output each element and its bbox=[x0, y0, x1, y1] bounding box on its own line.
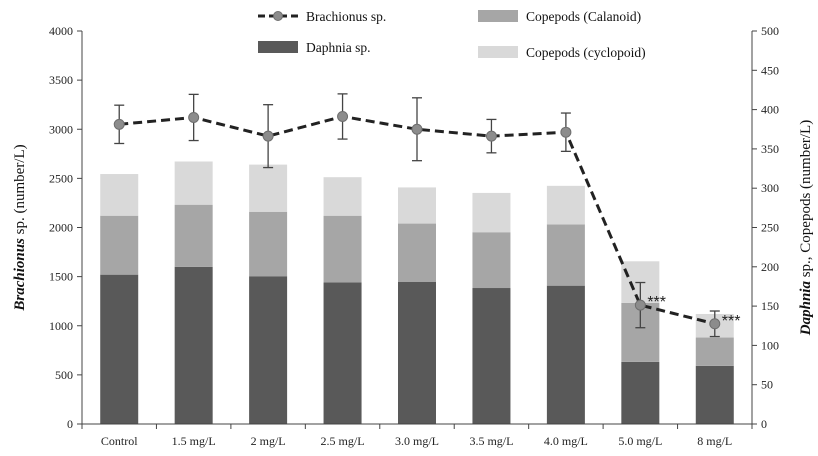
line-point bbox=[338, 111, 348, 121]
right-tick-label: 450 bbox=[761, 63, 779, 77]
right-tick-label: 100 bbox=[761, 338, 779, 352]
x-tick-label: 2.5 mg/L bbox=[321, 434, 365, 448]
left-tick-label: 500 bbox=[55, 368, 73, 382]
left-tick-label: 2000 bbox=[49, 221, 73, 235]
left-tick-label: 0 bbox=[67, 417, 73, 431]
bar-segment bbox=[249, 276, 287, 424]
bar-segment bbox=[324, 177, 362, 216]
bar-segment bbox=[547, 186, 585, 225]
right-tick-label: 400 bbox=[761, 103, 779, 117]
bar-segment bbox=[100, 216, 138, 275]
line-point bbox=[114, 119, 124, 129]
line-point bbox=[263, 131, 273, 141]
left-tick-label: 4000 bbox=[49, 24, 73, 38]
legend-label: Copepods (Calanoid) bbox=[526, 9, 641, 24]
right-tick-label: 300 bbox=[761, 181, 779, 195]
legend-label: Daphnia sp. bbox=[306, 40, 371, 55]
bar-segment bbox=[621, 362, 659, 424]
bar-segment bbox=[324, 283, 362, 424]
bar-segment bbox=[472, 193, 510, 232]
right-tick-label: 200 bbox=[761, 260, 779, 274]
legend-label: Copepods (cyclopoid) bbox=[526, 45, 646, 60]
legend-bar-swatch bbox=[258, 41, 298, 53]
line-point bbox=[412, 124, 422, 134]
left-tick-label: 3000 bbox=[49, 122, 73, 136]
bar-segment bbox=[398, 187, 436, 223]
legend: Brachionus sp. Copepods (Calanoid) Daphnia… bbox=[258, 9, 646, 60]
x-tick-label: 8 mg/L bbox=[697, 434, 732, 448]
legend-bar-swatch bbox=[478, 46, 518, 58]
legend-bar-swatch bbox=[478, 10, 518, 22]
bar-segment bbox=[472, 232, 510, 288]
right-tick-label: 0 bbox=[761, 417, 767, 431]
bar-segment bbox=[249, 165, 287, 212]
right-tick-label: 250 bbox=[761, 221, 779, 235]
bar-segment bbox=[249, 212, 287, 276]
bar-segment bbox=[547, 286, 585, 424]
line-point bbox=[189, 112, 199, 122]
left-axis-title: Brachionus sp. (number/L) bbox=[12, 144, 28, 311]
right-tick-label: 50 bbox=[761, 378, 773, 392]
line-point bbox=[486, 131, 496, 141]
bar-segment bbox=[398, 224, 436, 282]
bar-segment bbox=[547, 224, 585, 285]
x-tick-label: 3.0 mg/L bbox=[395, 434, 439, 448]
significance-label: *** bbox=[647, 294, 666, 311]
bar-segment bbox=[175, 205, 213, 267]
bar-segment bbox=[175, 161, 213, 204]
bar-segment bbox=[100, 275, 138, 424]
legend-label: Brachionus sp. bbox=[306, 9, 386, 24]
x-tick-label: 3.5 mg/L bbox=[469, 434, 513, 448]
left-tick-label: 1500 bbox=[49, 270, 73, 284]
bar-segment bbox=[472, 288, 510, 424]
x-tick-label: 5.0 mg/L bbox=[618, 434, 662, 448]
bar-segment bbox=[696, 366, 734, 424]
x-tick-label: Control bbox=[101, 434, 138, 448]
right-axis-title: Daphnia sp., Copepods (number/L) bbox=[798, 120, 814, 336]
legend-marker bbox=[274, 12, 283, 21]
bar-segment bbox=[324, 216, 362, 283]
right-tick-label: 500 bbox=[761, 24, 779, 38]
x-tick-label: 1.5 mg/L bbox=[172, 434, 216, 448]
left-tick-label: 2500 bbox=[49, 171, 73, 185]
x-tick-label: 2 mg/L bbox=[251, 434, 286, 448]
significance-label: *** bbox=[722, 313, 741, 330]
bars-layer bbox=[100, 161, 734, 424]
bar-segment bbox=[100, 174, 138, 216]
left-tick-label: 1000 bbox=[49, 319, 73, 333]
right-tick-label: 350 bbox=[761, 142, 779, 156]
line-point bbox=[635, 300, 645, 310]
x-tick-label: 4.0 mg/L bbox=[544, 434, 588, 448]
right-tick-label: 150 bbox=[761, 299, 779, 313]
bar-segment bbox=[696, 338, 734, 366]
line-point bbox=[710, 319, 720, 329]
bar-segment bbox=[398, 282, 436, 424]
line-point bbox=[561, 127, 571, 137]
bar-segment bbox=[175, 267, 213, 424]
left-tick-label: 3500 bbox=[49, 73, 73, 87]
